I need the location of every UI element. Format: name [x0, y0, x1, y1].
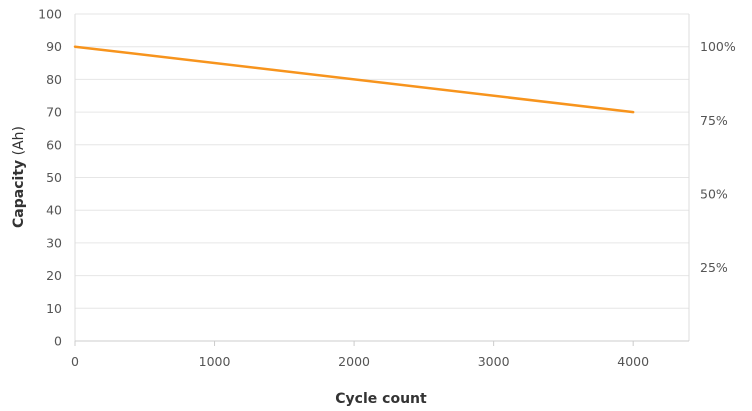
y-axis-title-unit: (Ah)	[11, 126, 27, 160]
y-axis-title-main: Capacity	[11, 160, 27, 228]
y-tick-label-30: 30	[46, 235, 62, 250]
y-tick-label-80: 80	[46, 72, 62, 87]
y-tick-label-20: 20	[46, 268, 62, 283]
x-tick-label-4000: 4000	[617, 354, 649, 369]
series-lines	[73, 45, 635, 114]
grid-lines	[75, 13, 689, 342]
y2-tick-label-100pct: 100%	[700, 39, 736, 54]
y-tick-label-0: 0	[54, 334, 62, 349]
y2-axis-ticks: 100% 75% 50% 25%	[700, 39, 736, 275]
x-axis-ticks: 0 1000 2000 3000 4000	[71, 341, 649, 369]
y-tick-label-70: 70	[46, 105, 62, 120]
y-tick-label-100: 100	[38, 7, 62, 22]
y-axis-ticks: 0 10 20 30 40 50 60 70 80 90 100	[38, 7, 62, 349]
x-tick-label-0: 0	[71, 354, 79, 369]
series-line-0	[73, 45, 635, 114]
y-tick-label-60: 60	[46, 137, 62, 152]
y-axis-title: Capacity (Ah)	[11, 126, 27, 228]
y2-tick-label-25pct: 25%	[700, 260, 728, 275]
y2-tick-label-50pct: 50%	[700, 186, 728, 201]
y2-tick-label-75pct: 75%	[700, 113, 728, 128]
y-tick-label-90: 90	[46, 39, 62, 54]
x-axis-title: Cycle count	[335, 391, 427, 407]
y-tick-label-40: 40	[46, 203, 62, 218]
y-tick-label-50: 50	[46, 170, 62, 185]
x-tick-label-3000: 3000	[478, 354, 510, 369]
x-tick-label-1000: 1000	[199, 354, 231, 369]
y-tick-label-10: 10	[46, 301, 62, 316]
x-tick-label-2000: 2000	[338, 354, 370, 369]
